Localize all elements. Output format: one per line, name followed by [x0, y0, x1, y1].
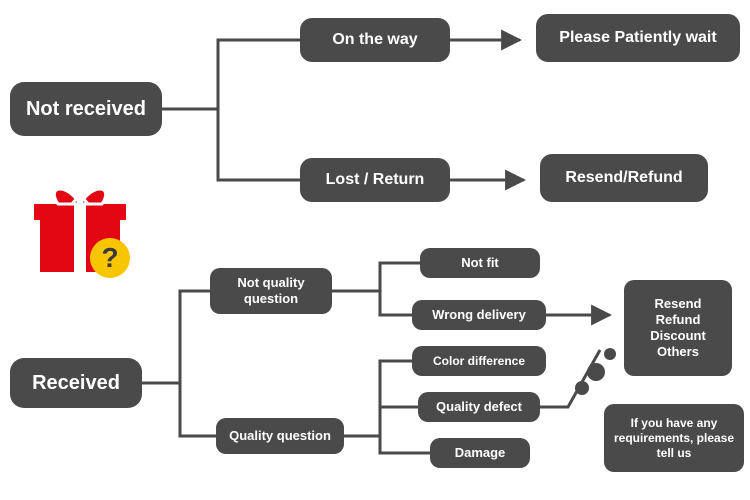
node-received: Received [10, 358, 142, 408]
gift-icon: ? [28, 178, 138, 278]
node-not-received: Not received [10, 82, 162, 136]
node-damage: Damage [430, 438, 530, 468]
edge-9 [344, 407, 418, 436]
edge-12 [540, 350, 600, 407]
node-not-fit: Not fit [420, 248, 540, 278]
node-quality: Quality question [216, 418, 344, 454]
node-please-wait: Please Patiently wait [536, 14, 740, 62]
node-not-quality: Not quality question [210, 268, 332, 314]
thought-bubble-1 [587, 363, 605, 381]
node-outcome: Resend Refund Discount Others [624, 280, 732, 376]
node-on-the-way: On the way [300, 18, 450, 62]
edge-1 [162, 109, 300, 180]
node-note: If you have any requirements, please tel… [604, 404, 744, 472]
edge-4 [142, 291, 210, 383]
edge-10 [344, 436, 430, 453]
node-wrong-del: Wrong delivery [412, 300, 546, 330]
node-resend-refund: Resend/Refund [540, 154, 708, 202]
svg-text:?: ? [101, 242, 118, 273]
node-qual-defect: Quality defect [418, 392, 540, 422]
thought-bubble-0 [575, 381, 589, 395]
edge-0 [162, 40, 300, 109]
edge-7 [332, 291, 412, 315]
edge-6 [332, 263, 420, 291]
node-color-diff: Color difference [412, 346, 546, 376]
thought-bubble-2 [604, 348, 616, 360]
edge-8 [344, 361, 412, 436]
node-lost-return: Lost / Return [300, 158, 450, 202]
edge-5 [142, 383, 216, 436]
